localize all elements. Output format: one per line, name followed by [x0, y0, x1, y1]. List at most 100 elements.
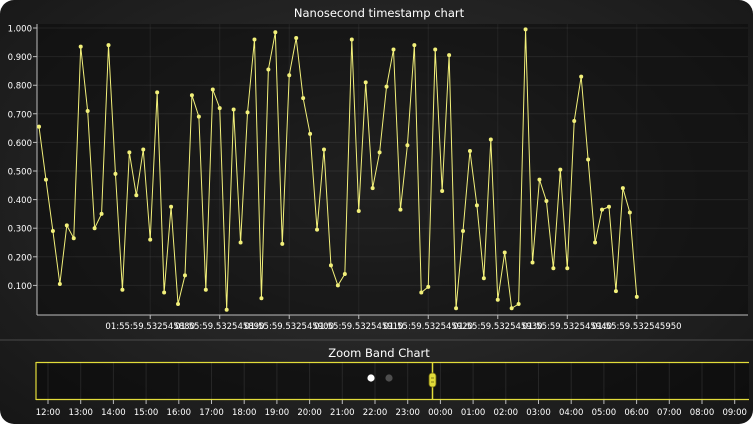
data-point[interactable] — [363, 80, 368, 85]
data-point[interactable] — [328, 263, 333, 268]
data-point[interactable] — [454, 306, 459, 311]
data-point[interactable] — [43, 177, 48, 182]
data-point[interactable] — [301, 96, 306, 101]
data-point[interactable] — [57, 281, 62, 286]
data-point[interactable] — [481, 276, 486, 281]
data-point[interactable] — [593, 240, 598, 245]
data-point[interactable] — [565, 266, 570, 271]
data-point[interactable] — [488, 137, 493, 142]
data-point[interactable] — [356, 209, 361, 214]
data-point[interactable] — [37, 124, 41, 129]
data-point[interactable] — [342, 271, 347, 276]
data-point[interactable] — [349, 37, 354, 42]
data-point[interactable] — [523, 27, 528, 32]
data-point[interactable] — [308, 131, 313, 136]
data-point[interactable] — [113, 171, 118, 176]
data-point[interactable] — [196, 114, 201, 119]
data-point[interactable] — [203, 287, 208, 292]
data-point[interactable] — [189, 93, 194, 98]
zoom-tick-label: 03:00 — [526, 408, 551, 418]
data-point[interactable] — [50, 229, 55, 234]
data-point[interactable] — [120, 287, 125, 292]
data-point[interactable] — [71, 236, 76, 241]
data-point[interactable] — [106, 43, 111, 48]
data-point[interactable] — [537, 177, 542, 182]
data-point[interactable] — [321, 147, 326, 152]
data-point[interactable] — [315, 227, 320, 232]
data-point[interactable] — [579, 74, 584, 79]
data-point[interactable] — [627, 210, 632, 215]
data-point[interactable] — [182, 273, 187, 278]
data-point[interactable] — [530, 260, 535, 265]
data-point[interactable] — [245, 110, 250, 115]
zoom-indicator-dot-inactive[interactable] — [385, 374, 393, 382]
data-point[interactable] — [391, 47, 396, 52]
y-tick-label: 0.800 — [8, 82, 32, 92]
data-point[interactable] — [210, 87, 215, 92]
data-point[interactable] — [447, 53, 452, 58]
data-point[interactable] — [155, 90, 160, 95]
data-point[interactable] — [169, 204, 174, 209]
data-point[interactable] — [127, 150, 132, 155]
data-point[interactable] — [99, 211, 104, 216]
data-point[interactable] — [419, 290, 424, 295]
data-point[interactable] — [398, 207, 403, 212]
y-tick-label: 0.700 — [8, 110, 32, 120]
data-point[interactable] — [544, 199, 549, 204]
data-point[interactable] — [231, 107, 236, 112]
data-point[interactable] — [134, 193, 139, 198]
data-point[interactable] — [238, 240, 243, 245]
data-point[interactable] — [64, 223, 69, 228]
data-point[interactable] — [384, 84, 389, 89]
zoom-band-handle[interactable] — [428, 372, 437, 388]
data-point[interactable] — [572, 118, 577, 123]
data-point[interactable] — [412, 43, 417, 48]
data-point[interactable] — [280, 241, 285, 246]
data-point[interactable] — [176, 301, 181, 306]
data-point[interactable] — [433, 47, 438, 52]
data-point[interactable] — [294, 36, 299, 41]
data-point[interactable] — [461, 229, 466, 234]
data-point[interactable] — [502, 250, 507, 255]
main-chart-title: Nanosecond timestamp chart — [294, 6, 465, 20]
data-point[interactable] — [600, 207, 605, 212]
data-point[interactable] — [162, 290, 167, 295]
data-point[interactable] — [335, 283, 340, 288]
data-point[interactable] — [440, 189, 445, 194]
zoom-band-area[interactable] — [36, 362, 749, 400]
data-point[interactable] — [273, 30, 278, 35]
data-point[interactable] — [558, 167, 563, 172]
data-point[interactable] — [495, 297, 500, 302]
x-tick-label: 01:55:59.532545950 — [592, 322, 682, 332]
main-plot-area[interactable] — [37, 24, 748, 315]
data-point[interactable] — [85, 108, 90, 113]
data-point[interactable] — [613, 289, 618, 294]
data-point[interactable] — [551, 266, 556, 271]
y-tick-label: 0.100 — [8, 282, 32, 292]
data-point[interactable] — [148, 237, 153, 242]
data-point[interactable] — [224, 307, 229, 312]
data-point[interactable] — [78, 44, 83, 49]
data-point[interactable] — [141, 147, 146, 152]
data-point[interactable] — [287, 73, 292, 78]
data-point[interactable] — [634, 294, 639, 299]
data-point[interactable] — [606, 204, 611, 209]
data-point[interactable] — [252, 37, 257, 42]
data-point[interactable] — [620, 186, 625, 191]
data-point[interactable] — [259, 296, 264, 301]
data-point[interactable] — [217, 106, 222, 111]
data-point[interactable] — [467, 148, 472, 153]
data-point[interactable] — [405, 143, 410, 148]
data-point[interactable] — [266, 67, 271, 72]
data-point[interactable] — [586, 157, 591, 162]
data-point[interactable] — [377, 150, 382, 155]
data-point[interactable] — [370, 186, 375, 191]
data-point[interactable] — [92, 226, 97, 231]
data-point[interactable] — [516, 301, 521, 306]
zoom-band-grid — [47, 362, 736, 400]
data-point[interactable] — [426, 284, 431, 289]
data-point[interactable] — [474, 203, 479, 208]
data-point[interactable] — [509, 306, 514, 311]
zoom-indicator-dot-active[interactable] — [367, 374, 375, 382]
